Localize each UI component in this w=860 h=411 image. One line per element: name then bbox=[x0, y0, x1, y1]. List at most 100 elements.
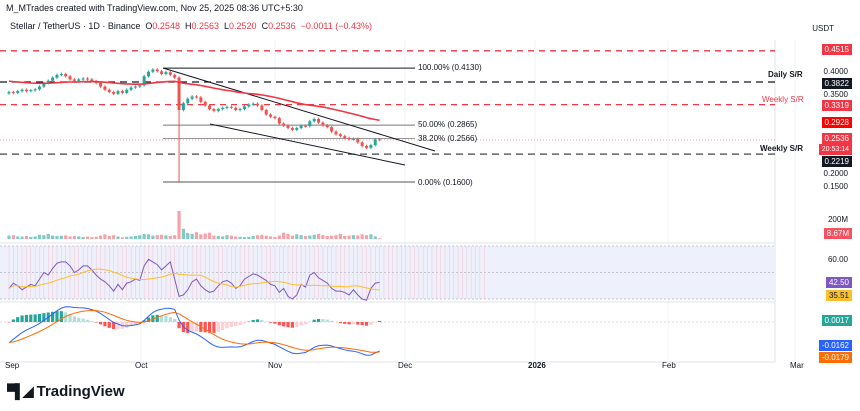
volume-bar bbox=[369, 234, 373, 239]
candle-body bbox=[264, 110, 268, 115]
candle-body bbox=[251, 103, 255, 105]
tag-last-price: 0.2536 bbox=[821, 133, 852, 144]
volume-bar bbox=[194, 232, 199, 239]
rsi-line bbox=[8, 258, 380, 301]
tag-weekly-sr-lower: 0.2219 bbox=[821, 156, 852, 167]
volume-bar bbox=[173, 235, 177, 239]
symbol-legend: Stellar / TetherUS · 1D · Binance O0.254… bbox=[10, 21, 372, 31]
volume-bar bbox=[46, 233, 50, 239]
rsi-tick: 60.00 bbox=[827, 255, 848, 264]
time-label-dec: Dec bbox=[398, 361, 413, 370]
macd-histogram-bar bbox=[173, 319, 177, 322]
macd-histogram-bar bbox=[369, 322, 373, 325]
macd-histogram-bar bbox=[29, 314, 33, 322]
volume-bar bbox=[286, 233, 290, 239]
volume-bar bbox=[181, 228, 185, 239]
candle-body bbox=[247, 104, 251, 107]
candle-body bbox=[234, 107, 238, 110]
time-label-feb: Feb bbox=[662, 361, 676, 370]
volume-bar bbox=[112, 235, 116, 239]
macd-histogram-bar bbox=[81, 318, 85, 322]
macd-histogram-bar bbox=[360, 322, 364, 326]
volume-bar bbox=[338, 233, 342, 239]
volume-bar bbox=[216, 236, 220, 239]
candle-body bbox=[55, 74, 59, 78]
tag-daily-sr: 0.3822 bbox=[821, 78, 852, 89]
weekly-sr-upper-label: Weekly S/R bbox=[762, 95, 804, 104]
candle-body bbox=[338, 134, 342, 137]
macd-histogram-bar bbox=[286, 322, 290, 328]
candle-body bbox=[312, 119, 316, 122]
macd-histogram-bar bbox=[238, 322, 242, 325]
volume-bar bbox=[77, 236, 81, 239]
volume-bar bbox=[177, 210, 181, 239]
candle-body bbox=[321, 122, 325, 126]
candle-body bbox=[286, 125, 290, 128]
moving-average-line bbox=[8, 80, 380, 122]
tick-0.40: 0.4000 bbox=[823, 67, 848, 76]
rsi-tag: 42.50 bbox=[825, 277, 852, 288]
candle-body bbox=[99, 83, 103, 87]
volume-bar bbox=[151, 235, 155, 239]
tag-top-resistance: 0.4515 bbox=[821, 44, 852, 55]
volume-bar bbox=[81, 236, 85, 239]
candle-body bbox=[360, 142, 364, 146]
candle-body bbox=[151, 69, 155, 72]
candle-body bbox=[125, 89, 129, 93]
volume-bar bbox=[203, 233, 207, 239]
candle-body bbox=[81, 78, 85, 80]
macd-histogram-bar bbox=[356, 322, 360, 325]
candle-body bbox=[282, 123, 286, 126]
candle-body bbox=[343, 136, 347, 138]
fib-100-label: 100.00% (0.4130) bbox=[418, 63, 482, 72]
volume-tick: 200M bbox=[827, 215, 848, 224]
macd-histogram-bar bbox=[42, 313, 46, 322]
volume-bar bbox=[51, 235, 55, 239]
volume-bar bbox=[330, 235, 334, 239]
open-label: O bbox=[145, 21, 153, 31]
volume-bar bbox=[16, 236, 20, 239]
volume-bar bbox=[24, 236, 29, 239]
macd-histogram-bar bbox=[16, 317, 20, 322]
volume-bar bbox=[225, 235, 229, 239]
macd-histogram-bar bbox=[234, 322, 238, 327]
volume-bar bbox=[351, 235, 356, 239]
symbol-name[interactable]: Stellar / TetherUS · 1D · Binance bbox=[10, 21, 141, 31]
macd-histogram-bar bbox=[107, 322, 111, 328]
macd-histogram-bar bbox=[164, 315, 168, 322]
candle-body bbox=[194, 96, 198, 98]
tradingview-logo[interactable]: ▀▌◢ TradingView bbox=[7, 383, 125, 400]
volume-bar bbox=[129, 236, 133, 239]
candle-body bbox=[85, 78, 89, 80]
macd-histogram-bar bbox=[103, 322, 107, 327]
candle-body bbox=[16, 91, 20, 93]
signal-tag: -0.0179 bbox=[818, 352, 852, 363]
candle-body bbox=[11, 92, 15, 93]
candle-body bbox=[168, 72, 172, 75]
channel-upper-line bbox=[162, 67, 436, 152]
volume-bar bbox=[251, 236, 255, 239]
volume-bar bbox=[68, 236, 72, 239]
fib-382-label: 38.20% (0.2566) bbox=[418, 134, 478, 143]
macd-histogram-bar bbox=[112, 322, 116, 330]
candle-body bbox=[229, 106, 233, 108]
macd-histogram-bar bbox=[20, 315, 24, 322]
fib-0-label: 0.00% (0.1600) bbox=[418, 178, 473, 187]
candle-body bbox=[68, 76, 72, 80]
close-label: C bbox=[261, 21, 269, 31]
time-label-mar: Mar bbox=[790, 361, 804, 370]
candle-body bbox=[173, 74, 177, 78]
macd-histogram-bar bbox=[378, 320, 382, 322]
macd-histogram-bar bbox=[290, 322, 294, 328]
candle-body bbox=[120, 91, 124, 93]
volume-bar bbox=[378, 238, 382, 239]
macd-histogram-bar bbox=[146, 317, 151, 322]
candle-body bbox=[90, 79, 94, 82]
time-label-oct: Oct bbox=[135, 361, 148, 370]
macd-histogram-bar bbox=[225, 322, 229, 329]
volume-bar bbox=[212, 235, 216, 239]
volume-bar bbox=[260, 234, 264, 239]
time-label-2026: 2026 bbox=[528, 361, 546, 370]
volume-bar bbox=[343, 236, 347, 239]
